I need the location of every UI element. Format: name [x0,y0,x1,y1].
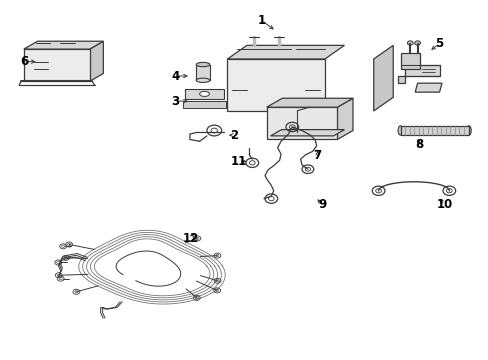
Polygon shape [405,65,439,76]
Circle shape [407,41,412,45]
Polygon shape [266,98,352,107]
Text: 9: 9 [318,198,326,211]
Text: 5: 5 [434,37,443,50]
Polygon shape [266,107,337,139]
Polygon shape [89,41,103,81]
Circle shape [414,41,420,45]
Text: 12: 12 [183,231,199,244]
Ellipse shape [199,91,209,96]
Ellipse shape [397,126,402,135]
Bar [196,64,209,80]
Ellipse shape [196,78,209,82]
Polygon shape [337,98,352,139]
Polygon shape [227,59,325,111]
Bar [182,101,226,108]
Polygon shape [400,53,419,69]
Text: 8: 8 [414,138,422,151]
Text: 1: 1 [257,14,265,27]
Polygon shape [373,45,392,111]
Text: 4: 4 [171,69,179,82]
Polygon shape [270,130,344,136]
Text: 11: 11 [230,155,246,168]
Text: 6: 6 [20,55,28,68]
Polygon shape [24,49,89,81]
Circle shape [57,65,66,72]
Text: 10: 10 [435,198,451,211]
Bar [184,89,224,99]
Polygon shape [414,83,441,92]
Text: 7: 7 [313,149,321,162]
Polygon shape [24,41,103,49]
Polygon shape [397,76,405,83]
Polygon shape [227,45,344,59]
Ellipse shape [466,126,470,135]
Text: 3: 3 [171,95,179,108]
Polygon shape [400,126,468,135]
Text: 2: 2 [229,129,237,142]
Ellipse shape [196,62,209,67]
